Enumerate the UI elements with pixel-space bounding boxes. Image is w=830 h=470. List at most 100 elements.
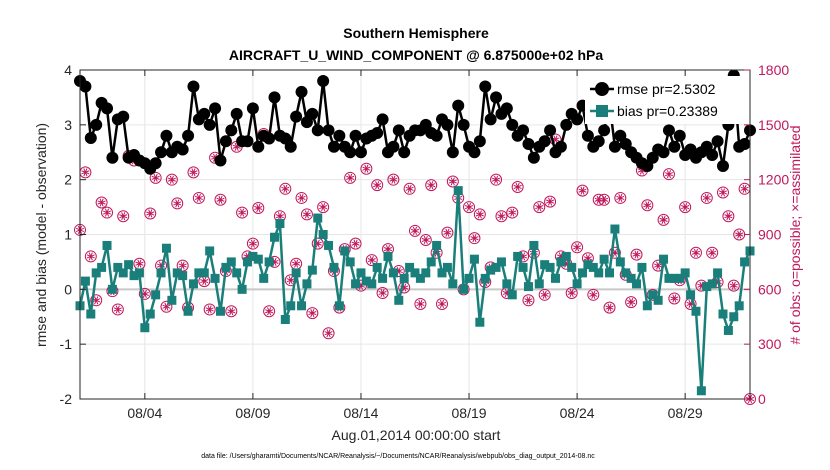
bias-point — [205, 246, 215, 256]
y2-axis-label: # of obs: o=possible; ×=assimilated — [787, 125, 803, 344]
obs-possible-marker — [419, 233, 432, 246]
bias-point — [172, 268, 182, 278]
rmse-point — [106, 151, 119, 164]
obs-assimilated-marker — [265, 307, 274, 316]
obs-assimilated-marker — [594, 195, 603, 204]
bias-point — [486, 265, 496, 275]
obs-possible-marker — [657, 213, 670, 226]
rmse-point — [344, 146, 357, 159]
obs-assimilated-marker — [416, 299, 425, 309]
bias-point — [599, 254, 609, 264]
obs-possible-marker — [441, 226, 454, 239]
obs-possible-marker — [689, 246, 702, 259]
obs-assimilated-marker — [427, 181, 436, 190]
obs-assimilated-marker — [518, 252, 528, 261]
bias-point — [302, 279, 312, 289]
obs-assimilated-marker — [562, 259, 571, 268]
rmse-point — [241, 135, 254, 148]
obs-assimilated-marker — [297, 193, 306, 203]
bias-point — [134, 268, 144, 278]
bias-point — [145, 309, 155, 319]
bias-point — [556, 257, 566, 267]
obs-assimilated-marker — [627, 298, 636, 307]
bias-point — [140, 323, 150, 333]
obs-possible-marker — [668, 292, 681, 305]
bias-point — [129, 271, 139, 281]
obs-assimilated-marker — [697, 281, 706, 290]
obs-possible-marker — [263, 305, 276, 318]
obs-assimilated-marker — [302, 210, 312, 219]
bias-point — [740, 257, 750, 267]
bias-point — [124, 260, 134, 270]
obs-assimilated-marker — [740, 184, 749, 193]
bias-point — [518, 262, 528, 272]
obs-assimilated-marker — [470, 234, 479, 243]
bias-point — [367, 279, 377, 289]
obs-possible-marker — [311, 237, 324, 250]
bias-point — [626, 273, 636, 283]
obs-possible-marker — [306, 307, 319, 320]
obs-assimilated-marker — [524, 296, 533, 305]
bias-point — [161, 243, 171, 253]
obs-possible-marker — [576, 184, 589, 197]
rmse-point — [198, 107, 211, 120]
obs-assimilated-marker — [664, 170, 674, 179]
obs-possible-marker — [565, 286, 578, 299]
bias-point — [653, 295, 663, 305]
bias-point — [529, 240, 539, 250]
obs-assimilated-marker — [292, 259, 301, 268]
obs-assimilated-marker — [686, 299, 695, 309]
y2-tick-label: 900 — [758, 227, 782, 243]
x-tick-label: 08/19 — [452, 405, 487, 421]
obs-possible-marker — [463, 201, 476, 214]
bias-point — [734, 301, 744, 311]
rmse-point — [581, 129, 594, 142]
obs-assimilated-marker — [275, 212, 284, 221]
bias-point — [226, 257, 236, 267]
y-tick-label: -2 — [60, 391, 73, 407]
obs-possible-marker — [317, 201, 330, 214]
y-tick-label: 4 — [64, 62, 72, 78]
bias-point — [388, 268, 398, 278]
bias-point — [545, 262, 555, 272]
bias-point — [675, 273, 685, 283]
obs-assimilated-marker — [189, 168, 198, 177]
bias-point — [399, 273, 409, 283]
obs-possible-marker — [160, 300, 173, 313]
bias-point — [340, 246, 350, 256]
bias-point — [410, 268, 420, 278]
obs-assimilated-marker — [373, 181, 382, 190]
bias-point — [394, 295, 404, 305]
legend-box — [585, 76, 749, 124]
bias-point — [237, 284, 247, 294]
obs-possible-marker — [614, 191, 627, 204]
obs-possible-marker — [144, 207, 157, 220]
obs-possible-marker — [387, 173, 400, 186]
rmse-point — [500, 102, 513, 115]
rmse-point — [117, 110, 130, 123]
bias-point — [329, 262, 339, 272]
bias-point — [113, 262, 123, 272]
obs-assimilated-marker — [362, 164, 371, 173]
bias-point — [118, 268, 128, 278]
obs-assimilated-marker — [232, 142, 241, 151]
obs-assimilated-marker — [238, 208, 247, 217]
obs-assimilated-marker — [616, 193, 625, 203]
rmse-point — [149, 157, 162, 170]
obs-assimilated-marker — [535, 203, 544, 212]
obs-possible-marker — [84, 250, 97, 263]
y2-tick-label: 300 — [758, 336, 782, 352]
bias-point — [648, 290, 658, 300]
bias-point — [550, 273, 560, 283]
y2-axis-ticks: 0 300 600 900 1200 1500 1800 — [744, 62, 789, 407]
obs-assimilated-marker — [205, 305, 214, 314]
obs-assimilated-marker — [346, 173, 355, 182]
obs-possible-marker — [176, 259, 189, 272]
obs-assimilated-marker — [578, 186, 587, 195]
x-tick-label: 08/04 — [127, 405, 162, 421]
bias-point — [232, 268, 242, 278]
bias-point — [243, 257, 252, 267]
obs-assimilated-marker — [573, 243, 582, 252]
obs-possible-marker — [252, 201, 265, 214]
bias-point — [102, 240, 112, 250]
